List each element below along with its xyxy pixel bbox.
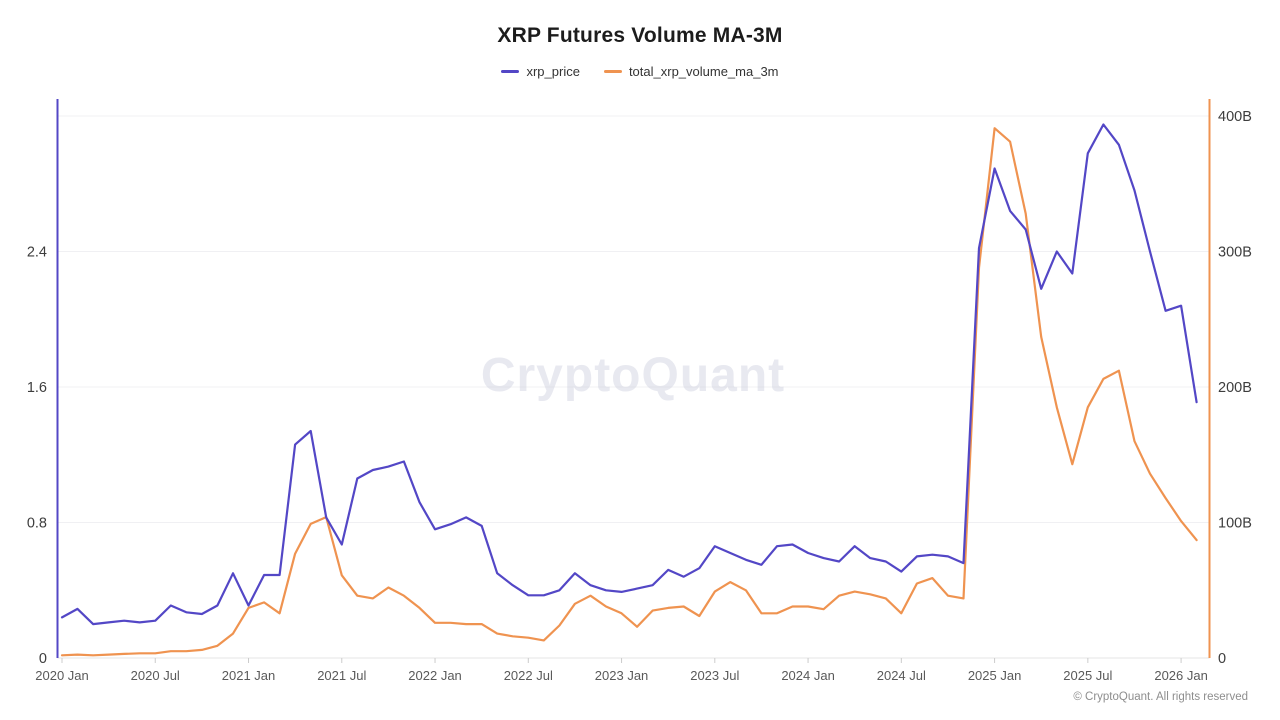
x-axis-label: 2022 Jan — [408, 668, 462, 683]
left-axis-label: 2.4 — [27, 245, 47, 261]
chart-legend: xrp_price total_xrp_volume_ma_3m — [0, 64, 1280, 79]
x-axis-label: 2026 Jan — [1154, 668, 1208, 683]
x-axis-label: 2022 Jul — [504, 668, 553, 683]
left-axis-label: 0.8 — [27, 516, 47, 532]
axis-labels: 2020 Jan 2020 Jul 2021 Jan 2021 Jul 2022 Jan… — [27, 109, 1252, 683]
left-axis-label: 0 — [39, 651, 47, 667]
x-axis-label: 2020 Jul — [131, 668, 180, 683]
right-axis-label: 400B — [1218, 109, 1252, 125]
x-axis-label: 2025 Jan — [968, 668, 1022, 683]
x-axis-label: 2023 Jul — [690, 668, 739, 683]
legend-label-xrp-price: xrp_price — [526, 64, 580, 79]
x-axis-label: 2025 Jul — [1063, 668, 1112, 683]
legend-item-total-xrp-volume[interactable]: total_xrp_volume_ma_3m — [603, 64, 779, 79]
series-lines — [60, 123, 1198, 657]
x-axis-label: 2024 Jul — [877, 668, 926, 683]
left-axis-label: 1.6 — [27, 380, 47, 396]
right-axis-label: 0 — [1218, 651, 1226, 667]
x-axis-label: 2023 Jan — [595, 668, 649, 683]
x-axis-label: 2020 Jan — [35, 668, 89, 683]
legend-swatch-xrp-price — [501, 70, 520, 73]
legend-swatch-total-xrp-volume — [603, 70, 622, 73]
copyright-footer: © CryptoQuant. All rights reserved — [1073, 691, 1248, 703]
gridlines — [57, 115, 1210, 523]
chart-title: XRP Futures Volume MA-3M — [497, 24, 783, 47]
axes — [56, 99, 1211, 663]
series-line-xrp_price — [60, 123, 1198, 626]
x-axis-label: 2021 Jul — [317, 668, 366, 683]
legend-label-total-xrp-volume: total_xrp_volume_ma_3m — [628, 64, 779, 79]
x-axis-label: 2021 Jan — [222, 668, 276, 683]
right-axis-label: 100B — [1218, 516, 1252, 532]
x-axis-label: 2024 Jan — [781, 668, 835, 683]
right-axis-label: 200B — [1218, 380, 1252, 396]
legend-item-xrp-price[interactable]: xrp_price — [501, 64, 580, 79]
series-line-total_xrp_volume_ma_3m — [60, 127, 1198, 657]
right-axis-label: 300B — [1218, 245, 1252, 261]
